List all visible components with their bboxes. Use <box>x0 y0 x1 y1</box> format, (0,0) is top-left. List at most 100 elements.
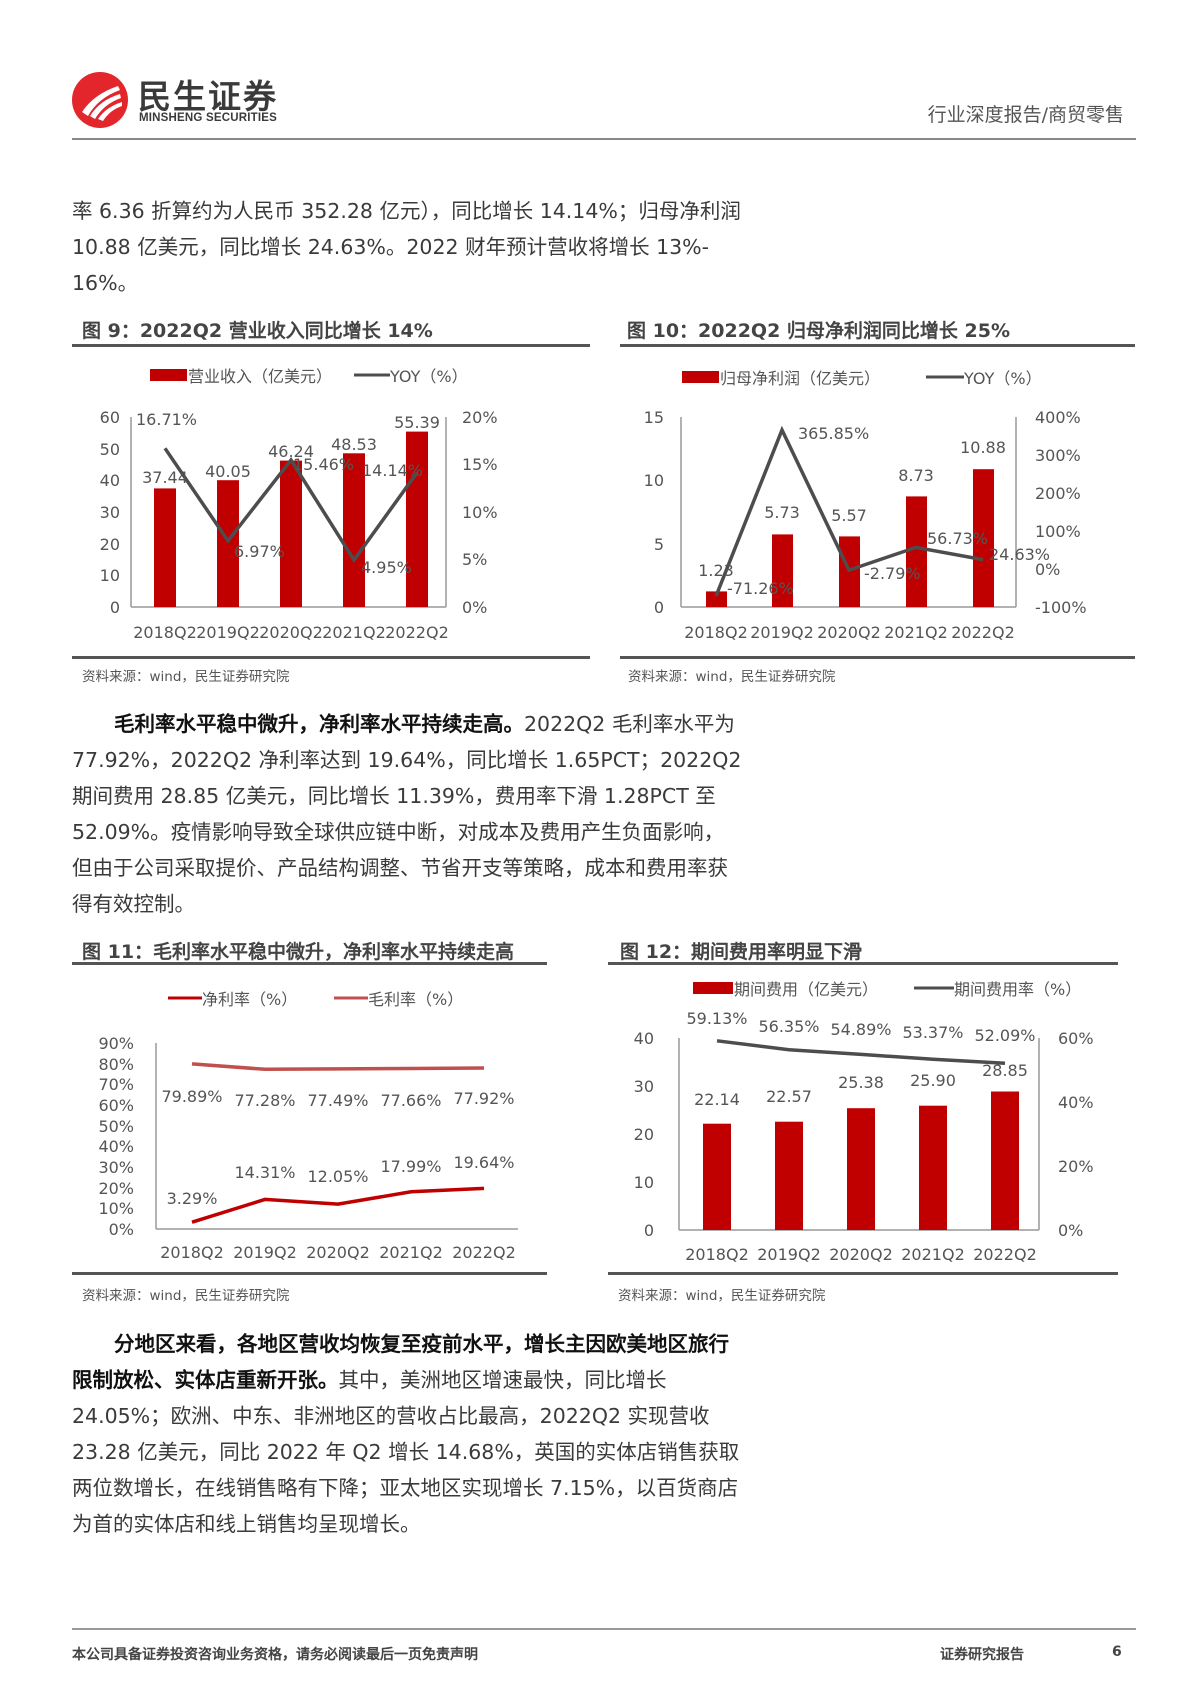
svg-text:2019Q2: 2019Q2 <box>196 623 260 642</box>
paragraph-heading: 分地区来看，各地区营收均恢复至疫前水平，增长主因欧美地区旅行 <box>114 1332 729 1356</box>
svg-text:2021Q2: 2021Q2 <box>901 1245 965 1264</box>
svg-text:90%: 90% <box>98 1034 134 1053</box>
svg-text:22.57: 22.57 <box>766 1087 812 1106</box>
svg-text:80%: 80% <box>98 1055 134 1074</box>
svg-text:50: 50 <box>100 440 120 459</box>
svg-text:50%: 50% <box>98 1117 134 1136</box>
svg-text:20%: 20% <box>1058 1157 1094 1176</box>
svg-text:53.37%: 53.37% <box>902 1023 963 1042</box>
logo-chinese-name: 民生证券 <box>138 77 278 116</box>
svg-text:40%: 40% <box>98 1137 134 1156</box>
svg-text:-100%: -100% <box>1035 598 1087 617</box>
legend-expense-rate: 期间费用率（%） <box>954 980 1081 999</box>
svg-text:77.28%: 77.28% <box>234 1091 295 1110</box>
svg-text:2019Q2: 2019Q2 <box>757 1245 821 1264</box>
svg-text:24.63%: 24.63% <box>989 545 1050 564</box>
expense-chart: 期间费用（亿美元） 期间费用率（%） 0 10 20 30 40 0% 20% … <box>634 980 1094 1264</box>
svg-text:77.66%: 77.66% <box>380 1091 441 1110</box>
svg-text:0%: 0% <box>1035 560 1060 579</box>
text-line: 77.92%，2022Q2 净利率达到 19.64%，同比增长 1.65PCT；… <box>72 748 742 772</box>
svg-text:2021Q2: 2021Q2 <box>379 1243 443 1262</box>
paragraph-regional-analysis: 分地区来看，各地区营收均恢复至疫前水平，增长主因欧美地区旅行 限制放松、实体店重… <box>72 1326 792 1542</box>
svg-text:54.89%: 54.89% <box>830 1020 891 1039</box>
page-number: 6 <box>1112 1644 1122 1660</box>
svg-text:40: 40 <box>100 471 120 490</box>
svg-text:40.05: 40.05 <box>205 462 251 481</box>
figure-12-chart: 期间费用（亿美元） 期间费用率（%） 0 10 20 30 40 0% 20% … <box>608 968 1128 1268</box>
svg-text:20%: 20% <box>98 1179 134 1198</box>
figure-12-top-rule <box>608 962 1118 965</box>
figure-12-source: 资料来源：wind，民生证券研究院 <box>618 1288 826 1304</box>
report-category: 行业深度报告/商贸零售 <box>927 104 1124 126</box>
revenue-chart: 营业收入（亿美元） YOY（%） 0 10 20 30 40 50 60 0% … <box>100 367 498 642</box>
svg-text:56.35%: 56.35% <box>758 1017 819 1036</box>
svg-text:0%: 0% <box>109 1220 134 1239</box>
svg-text:30%: 30% <box>98 1158 134 1177</box>
legend-yoy: YOY（%） <box>963 369 1042 388</box>
svg-text:-71.26%: -71.26% <box>727 579 794 598</box>
figure-11-bottom-rule <box>72 1272 547 1275</box>
paragraph-margin-analysis: 毛利率水平稳中微升，净利率水平持续走高。2022Q2 毛利率水平为 77.92%… <box>72 706 792 922</box>
svg-text:30: 30 <box>634 1077 654 1096</box>
svg-text:46.24: 46.24 <box>268 442 314 461</box>
svg-text:10: 10 <box>644 471 664 490</box>
legend-gross-margin: 毛利率（%） <box>368 990 463 1009</box>
svg-text:200%: 200% <box>1035 484 1081 503</box>
text-line: 率 6.36 折算约为人民币 352.28 亿元），同比增长 14.14%；归母… <box>72 199 741 223</box>
svg-text:52.09%: 52.09% <box>974 1026 1035 1045</box>
svg-text:70%: 70% <box>98 1075 134 1094</box>
svg-text:0%: 0% <box>462 598 487 617</box>
svg-text:15.46%: 15.46% <box>293 455 354 474</box>
figure-11-source: 资料来源：wind，民生证券研究院 <box>82 1288 290 1304</box>
svg-text:2020Q2: 2020Q2 <box>306 1243 370 1262</box>
svg-text:19.64%: 19.64% <box>453 1153 514 1172</box>
figure-10-source: 资料来源：wind，民生证券研究院 <box>628 669 836 685</box>
svg-text:15%: 15% <box>462 455 498 474</box>
svg-text:14.31%: 14.31% <box>234 1163 295 1182</box>
svg-text:40: 40 <box>634 1029 654 1048</box>
svg-text:77.49%: 77.49% <box>307 1091 368 1110</box>
svg-text:16.71%: 16.71% <box>136 410 197 429</box>
svg-text:10: 10 <box>634 1173 654 1192</box>
svg-text:56.73%: 56.73% <box>927 529 988 548</box>
svg-text:14.14%: 14.14% <box>362 461 423 480</box>
right-axis-ticks: 0% 5% 10% 15% 20% <box>462 408 498 617</box>
svg-text:5.57: 5.57 <box>831 506 867 525</box>
svg-text:2022Q2: 2022Q2 <box>385 623 449 642</box>
svg-text:10.88: 10.88 <box>960 438 1006 457</box>
footer-disclaimer: 本公司具备证券投资咨询业务资格，请务必阅读最后一页免责声明 <box>72 1647 478 1663</box>
figure-9-top-rule <box>72 344 590 347</box>
svg-text:20: 20 <box>100 535 120 554</box>
svg-text:300%: 300% <box>1035 446 1081 465</box>
svg-text:2019Q2: 2019Q2 <box>233 1243 297 1262</box>
svg-text:22.14: 22.14 <box>694 1090 740 1109</box>
svg-text:6.97%: 6.97% <box>234 542 285 561</box>
svg-text:79.89%: 79.89% <box>161 1087 222 1106</box>
svg-text:0: 0 <box>644 1221 654 1240</box>
svg-text:28.85: 28.85 <box>982 1061 1028 1080</box>
logo-emblem-icon <box>72 72 128 128</box>
svg-text:60%: 60% <box>1058 1029 1094 1048</box>
svg-text:1.23: 1.23 <box>698 561 734 580</box>
legend-revenue: 营业收入（亿美元） <box>188 367 332 386</box>
svg-text:40%: 40% <box>1058 1093 1094 1112</box>
text-line: 10.88 亿美元，同比增长 24.63%。2022 财年预计营收将增长 13%… <box>72 235 710 259</box>
svg-text:5: 5 <box>654 535 664 554</box>
paragraph-heading: 毛利率水平稳中微升，净利率水平持续走高。 <box>114 712 524 736</box>
text-line: 两位数增长，在线销售略有下降；亚太地区实现增长 7.15%，以百货商店 <box>72 1476 739 1500</box>
legend-bar-swatch <box>150 369 187 381</box>
figure-10-bottom-rule <box>620 656 1135 659</box>
svg-text:-2.79%: -2.79% <box>864 564 921 583</box>
text-line: 24.05%；欧洲、中东、非洲地区的营收占比最高，2022Q2 实现营收 <box>72 1404 710 1428</box>
svg-text:48.53: 48.53 <box>331 435 377 454</box>
figure-11-top-rule <box>72 962 547 965</box>
x-axis-labels: 2018Q2 2019Q2 2020Q2 2021Q2 2022Q2 <box>133 623 449 642</box>
left-axis-ticks: 0 10 20 30 40 50 60 <box>100 408 120 617</box>
paragraph-revenue-summary: 率 6.36 折算约为人民币 352.28 亿元），同比增长 14.14%；归母… <box>72 193 792 301</box>
figure-10-chart: 归母净利润（亿美元） YOY（%） 0 5 10 15 -100% 0% 100… <box>620 350 1160 650</box>
figure-9-bottom-rule <box>72 656 590 659</box>
svg-text:12.05%: 12.05% <box>307 1167 368 1186</box>
svg-text:60%: 60% <box>98 1096 134 1115</box>
svg-text:2021Q2: 2021Q2 <box>884 623 948 642</box>
gross-margin-line <box>191 1062 485 1072</box>
